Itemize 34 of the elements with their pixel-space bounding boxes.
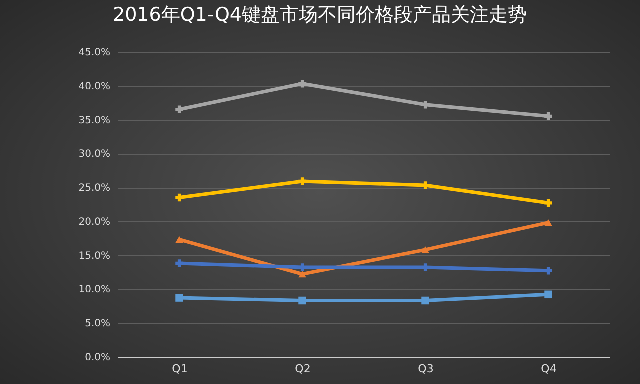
point xyxy=(544,199,552,208)
y-tick-label: 20.0% xyxy=(78,216,110,228)
y-tick-label: 30.0% xyxy=(78,149,110,160)
point xyxy=(298,264,306,272)
y-tick-label: 10.0% xyxy=(78,284,110,296)
point xyxy=(422,296,430,305)
point xyxy=(298,270,306,278)
point xyxy=(176,236,184,244)
point xyxy=(544,112,552,120)
point xyxy=(422,182,430,190)
point xyxy=(176,294,184,302)
y-tick-label: 35.0% xyxy=(78,115,110,126)
x-tick-label: Q3 xyxy=(418,362,434,376)
y-tick-label: 0.0% xyxy=(85,352,110,364)
point xyxy=(544,219,552,226)
point xyxy=(176,106,184,114)
point xyxy=(422,100,430,109)
y-tick-label: 40.0% xyxy=(78,81,110,92)
x-tick-label: Q1 xyxy=(172,362,188,376)
point xyxy=(544,290,552,299)
point xyxy=(298,178,306,186)
point xyxy=(422,264,430,272)
y-tick-label: 15.0% xyxy=(78,250,110,262)
point xyxy=(176,260,184,268)
point xyxy=(298,80,306,88)
x-tick-label: Q4 xyxy=(541,362,557,376)
y-tick-label: 25.0% xyxy=(78,183,110,194)
point xyxy=(298,296,306,305)
x-tick-label: Q2 xyxy=(295,362,311,376)
point xyxy=(422,246,430,254)
y-tick-label: 5.0% xyxy=(85,318,110,330)
y-tick-label: 45.0% xyxy=(78,48,110,58)
chart-title: 2016年Q1-Q4键盘市场不同价格段产品关注走势 xyxy=(113,4,527,26)
point xyxy=(176,194,184,202)
